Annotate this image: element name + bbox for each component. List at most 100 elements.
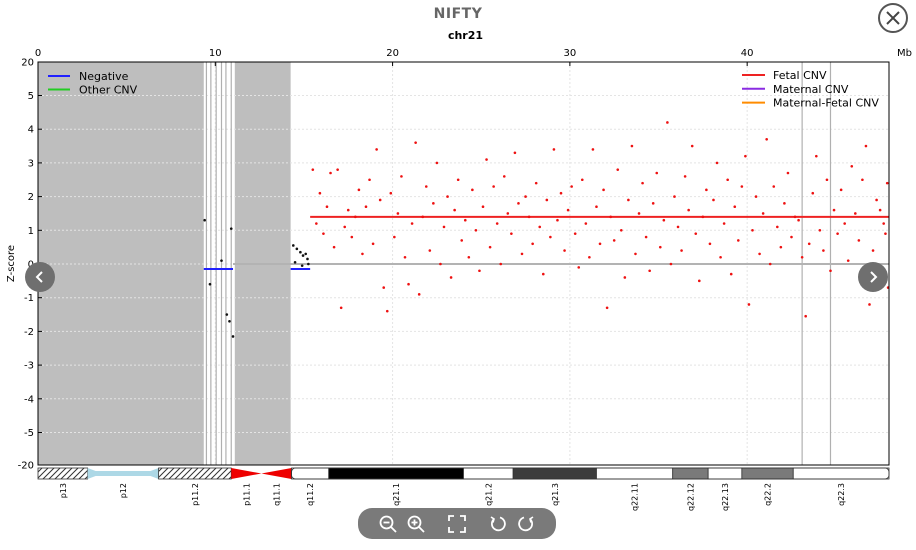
- band-q21.2: [463, 467, 514, 480]
- band-label: q22.13: [721, 483, 730, 511]
- data-point-red: [751, 229, 754, 232]
- data-point-red: [407, 282, 410, 286]
- data-point-red: [776, 225, 779, 229]
- data-point-red: [428, 249, 432, 252]
- close-icon: [886, 11, 900, 25]
- data-point-red: [602, 188, 605, 192]
- band-label: q22.2: [764, 483, 773, 506]
- data-point-red: [573, 232, 577, 235]
- data-point-red: [772, 185, 776, 188]
- ideogram: p13 p12 p11.2 p11.1 q11.1 q11.2 q21.1 q21.2 q21.…: [37, 467, 890, 511]
- band-label: q22.3: [837, 483, 846, 506]
- data-point-red: [761, 212, 765, 215]
- data-point-red: [520, 252, 524, 256]
- data-point-red: [485, 158, 488, 161]
- data-point-red: [641, 181, 644, 185]
- data-point-red: [563, 249, 566, 252]
- band-label: p11.1: [242, 483, 251, 506]
- data-point-red: [740, 185, 744, 188]
- data-point-red: [705, 188, 708, 192]
- data-point-red: [627, 198, 630, 202]
- data-point-red: [680, 249, 683, 252]
- data-point-red: [790, 235, 793, 239]
- data-point-red: [815, 154, 818, 158]
- data-point-red: [346, 208, 350, 212]
- data-point-red: [541, 272, 545, 276]
- band-q22.12: [672, 467, 709, 480]
- data-point-red: [818, 229, 822, 232]
- data-point-red: [378, 198, 382, 202]
- data-point-red: [471, 188, 474, 192]
- zoom-out-button[interactable]: [378, 514, 398, 534]
- data-point-red: [832, 208, 836, 212]
- data-point-red: [595, 205, 598, 209]
- ideogram-q-outline: [291, 467, 890, 480]
- data-point-red: [350, 235, 354, 239]
- rotate-left-button[interactable]: [488, 514, 508, 534]
- image-toolbar: [358, 508, 556, 539]
- data-point-red: [655, 171, 659, 175]
- rotate-right-button[interactable]: [516, 514, 536, 534]
- data-point-red: [495, 222, 499, 225]
- band-q22.3: [792, 467, 890, 480]
- data-point-red: [332, 245, 336, 249]
- data-point-red: [623, 276, 627, 279]
- y-tick-label: -1: [24, 293, 34, 304]
- band-q22.13: [707, 467, 743, 480]
- data-point-red: [651, 202, 655, 205]
- y-tick-label: -3: [24, 361, 34, 372]
- data-point-red: [726, 178, 729, 182]
- close-button[interactable]: [878, 3, 908, 33]
- y-tick-label: 20: [21, 58, 34, 69]
- data-point-red: [747, 303, 751, 306]
- data-point-red: [513, 151, 517, 155]
- band-label: p12: [119, 483, 128, 498]
- data-point-red: [329, 171, 332, 175]
- zoom-in-button[interactable]: [406, 514, 426, 534]
- band-q11.1: [261, 468, 292, 479]
- data-point-red: [556, 218, 559, 222]
- band-q21.3: [512, 467, 597, 480]
- band-label: q11.2: [306, 483, 315, 506]
- data-point-red: [492, 185, 495, 188]
- data-point-black: [220, 259, 223, 262]
- data-point-red: [676, 225, 680, 229]
- band-q21.1: [328, 467, 464, 480]
- y-tick-label: -2: [24, 327, 34, 338]
- data-point-red: [591, 148, 595, 151]
- x-tick-label: 40: [741, 48, 754, 59]
- data-point-red: [311, 168, 315, 171]
- data-point-red: [421, 215, 425, 219]
- data-point-red: [339, 306, 343, 310]
- data-point-red: [467, 255, 471, 259]
- data-point-red: [822, 249, 825, 252]
- legend-label: Fetal CNV: [773, 69, 827, 82]
- band-q11.2: [291, 467, 330, 480]
- data-point-red: [410, 222, 414, 225]
- band-label: q21.1: [392, 483, 401, 506]
- data-point-red: [506, 212, 510, 215]
- data-point-red: [510, 232, 513, 235]
- fullscreen-button[interactable]: [447, 514, 467, 534]
- data-point-red: [662, 218, 666, 222]
- data-point-red: [786, 171, 790, 175]
- next-button[interactable]: [858, 262, 888, 292]
- data-point-red: [463, 218, 467, 222]
- data-point-red: [414, 141, 417, 144]
- data-point-red: [694, 232, 698, 235]
- data-point-red: [861, 178, 864, 182]
- data-point-red: [758, 252, 761, 256]
- data-point-red: [322, 232, 325, 235]
- data-point-red: [846, 259, 850, 262]
- band-label: q22.11: [631, 483, 640, 511]
- data-point-red: [545, 198, 549, 202]
- data-point-red: [666, 121, 669, 124]
- band-p13: [37, 467, 89, 480]
- previous-button[interactable]: [25, 262, 55, 292]
- y-tick-label: -5: [24, 428, 34, 439]
- data-point-red: [843, 222, 846, 225]
- data-point-red: [315, 222, 318, 225]
- data-point-red: [609, 215, 612, 219]
- x-tick-label: 10: [209, 48, 222, 59]
